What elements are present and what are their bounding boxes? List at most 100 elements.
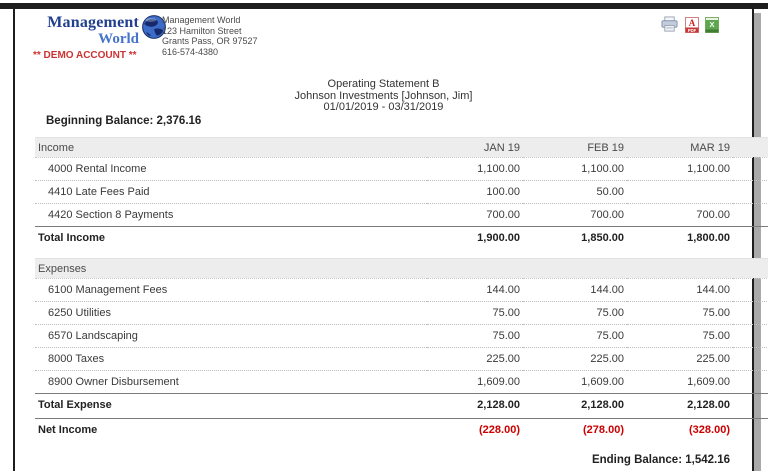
cell-amount: 225.00	[523, 347, 627, 371]
cell-amount: 4,827.00	[733, 370, 768, 394]
net-income-label: Net Income	[35, 418, 427, 441]
ending-balance: Ending Balance: 1,542.16	[591, 454, 730, 466]
cell-amount: 1,850.00	[523, 226, 627, 249]
account-label: 8900 Owner Disbursement	[35, 370, 427, 394]
report-page: Management World ** DEMO ACCOUNT ** Mana…	[13, 7, 768, 471]
globe-icon	[142, 15, 166, 39]
cell-amount: 675.00	[733, 347, 768, 371]
cell-amount: 75.00	[427, 301, 523, 325]
cell-amount: 50.00	[523, 180, 627, 204]
table-row: 6570 Landscaping 75.00 75.00 75.00 225.0…	[35, 324, 768, 348]
cell-amount: 6,384.00	[733, 393, 768, 416]
net-income-row: Net Income (228.00) (278.00) (328.00) (8…	[35, 418, 768, 441]
column-header: Total	[733, 137, 768, 158]
cell-amount: 144.00	[523, 278, 627, 302]
expenses-total-row: Total Expense 2,128.00 2,128.00 2,128.00…	[35, 393, 768, 416]
cell-amount: 1,609.00	[627, 370, 733, 394]
cell-amount: 150.00	[733, 180, 768, 204]
column-header: FEB 19	[523, 137, 627, 158]
cell-amount: 2,100.00	[733, 203, 768, 227]
cell-amount: 75.00	[627, 301, 733, 325]
table-row: 6100 Management Fees 144.00 144.00 144.0…	[35, 278, 768, 302]
cell-amount	[627, 180, 733, 204]
excel-export-button[interactable]: X	[705, 16, 719, 33]
cell-amount: 2,128.00	[523, 393, 627, 416]
beginning-balance: Beginning Balance: 2,376.16	[46, 115, 202, 127]
cell-amount-negative: (328.00)	[627, 418, 733, 441]
cell-amount: 700.00	[627, 203, 733, 227]
printer-icon	[661, 16, 678, 32]
expenses-table: Expenses 6100 Management Fees 144.00 144…	[35, 258, 768, 416]
svg-text:A: A	[689, 18, 696, 28]
demo-account-label: ** DEMO ACCOUNT **	[33, 50, 137, 61]
cell-amount: 225.00	[427, 347, 523, 371]
logo-line2: World	[98, 31, 139, 47]
cell-amount-negative: (228.00)	[427, 418, 523, 441]
table-row: 4410 Late Fees Paid 100.00 50.00 150.00	[35, 180, 768, 204]
address-line: 616-574-4380	[162, 46, 219, 57]
cell-amount: 1,800.00	[627, 226, 733, 249]
excel-icon: X	[705, 16, 719, 33]
report-title-block: Operating Statement B Johnson Investment…	[15, 78, 752, 114]
column-header: JAN 19	[427, 137, 523, 158]
account-label: 6100 Management Fees	[35, 278, 427, 302]
table-row: 4420 Section 8 Payments 700.00 700.00 70…	[35, 203, 768, 227]
cell-amount: 2,128.00	[427, 393, 523, 416]
logo-line1: Management	[47, 14, 139, 31]
report-date-range: 01/01/2019 - 03/31/2019	[323, 101, 444, 113]
cell-amount: 225.00	[733, 301, 768, 325]
total-label: Total Expense	[35, 393, 427, 416]
cell-amount: 225.00	[733, 324, 768, 348]
table-row: 6250 Utilities 75.00 75.00 75.00 225.00	[35, 301, 768, 325]
cell-amount: 2,128.00	[627, 393, 733, 416]
cell-amount: 1,100.00	[427, 157, 523, 181]
pdf-icon: A PDF	[685, 16, 699, 33]
report-subtitle: Johnson Investments [Johnson, Jim]	[294, 89, 473, 102]
cell-amount: 3,300.00	[733, 157, 768, 181]
cell-amount: 75.00	[427, 324, 523, 348]
cell-amount-negative: (278.00)	[523, 418, 627, 441]
cell-amount: 144.00	[627, 278, 733, 302]
section-spacer	[35, 249, 733, 258]
account-label: 6250 Utilities	[35, 301, 427, 325]
print-button[interactable]	[660, 16, 679, 33]
income-section-header: Income JAN 19 FEB 19 MAR 19 Total	[35, 137, 768, 158]
cell-amount: 100.00	[427, 180, 523, 204]
account-label: 4000 Rental Income	[35, 157, 427, 181]
pdf-export-button[interactable]: A PDF	[685, 16, 699, 33]
section-label: Expenses	[35, 258, 768, 279]
svg-text:X: X	[709, 20, 714, 29]
account-label: 8000 Taxes	[35, 347, 427, 371]
account-label: 4410 Late Fees Paid	[35, 180, 427, 204]
logo-wordmark: Management World	[33, 15, 139, 47]
cell-amount: 1,609.00	[427, 370, 523, 394]
section-label: Income	[35, 137, 427, 158]
net-income-table: Net Income (228.00) (278.00) (328.00) (8…	[35, 418, 768, 441]
cell-amount-negative: (834.00)	[733, 418, 768, 441]
cell-amount: 5,550.00	[733, 226, 768, 249]
total-label: Total Income	[35, 226, 427, 249]
company-address: Management World 123 Hamilton Street Gra…	[162, 15, 258, 57]
report-title: Operating Statement B	[327, 78, 440, 90]
address-line: Management World	[162, 15, 241, 25]
cell-amount: 75.00	[523, 301, 627, 325]
expenses-section-header: Expenses	[35, 258, 768, 279]
cell-amount: 700.00	[523, 203, 627, 227]
income-total-row: Total Income 1,900.00 1,850.00 1,800.00 …	[35, 226, 768, 249]
export-toolbar: A PDF X	[660, 16, 719, 33]
address-line: Grants Pass, OR 97527	[162, 36, 258, 46]
company-logo: Management World ** DEMO ACCOUNT **	[33, 15, 173, 61]
cell-amount: 1,100.00	[627, 157, 733, 181]
account-label: 4420 Section 8 Payments	[35, 203, 427, 227]
cell-amount: 1,100.00	[523, 157, 627, 181]
cell-amount: 700.00	[427, 203, 523, 227]
account-label: 6570 Landscaping	[35, 324, 427, 348]
table-row: 8000 Taxes 225.00 225.00 225.00 675.00	[35, 347, 768, 371]
report-body: Income JAN 19 FEB 19 MAR 19 Total 4000 R…	[35, 137, 768, 466]
cell-amount: 1,609.00	[523, 370, 627, 394]
window-top-bar	[0, 3, 768, 9]
cell-amount: 432.00	[733, 278, 768, 302]
cell-amount: 1,900.00	[427, 226, 523, 249]
column-header: MAR 19	[627, 137, 733, 158]
table-row: 8900 Owner Disbursement 1,609.00 1,609.0…	[35, 370, 768, 394]
